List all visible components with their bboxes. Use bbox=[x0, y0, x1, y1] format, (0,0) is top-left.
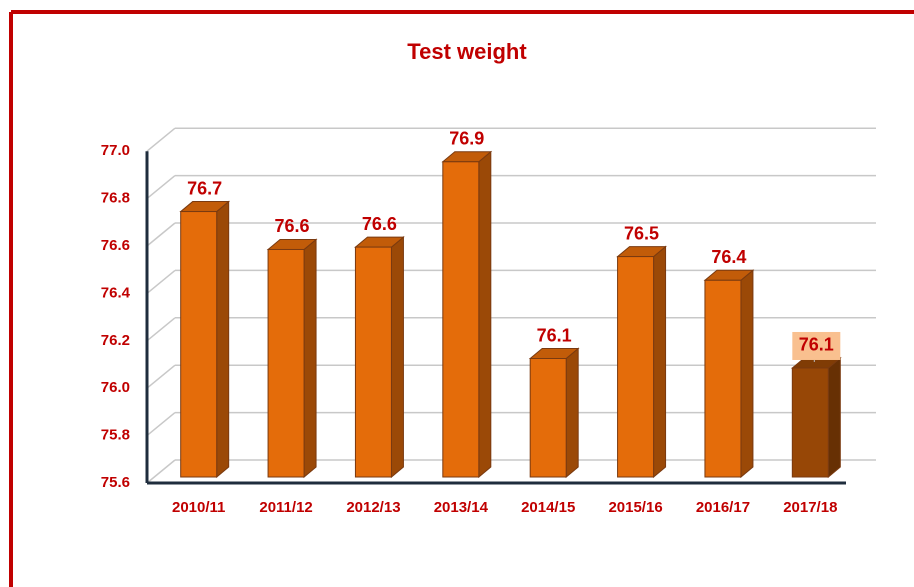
bar-side bbox=[216, 200, 230, 479]
x-tick-label: 2017/18 bbox=[783, 499, 837, 516]
bar-side bbox=[827, 356, 841, 479]
data-label: 76.4 bbox=[711, 247, 746, 267]
x-tick-label: 2016/17 bbox=[696, 499, 750, 516]
y-tick-label: 76.0 bbox=[101, 379, 130, 396]
y-tick-label: 75.8 bbox=[101, 427, 130, 444]
x-tick-label: 2012/13 bbox=[346, 499, 400, 516]
data-label: 76.5 bbox=[624, 223, 659, 243]
grid-line-side bbox=[146, 222, 176, 247]
bar-side bbox=[303, 238, 317, 479]
grid-line-side bbox=[146, 127, 176, 152]
bar bbox=[267, 248, 305, 478]
grid-line-side bbox=[146, 364, 176, 389]
y-tick-label: 76.6 bbox=[101, 237, 130, 254]
data-label: 76.6 bbox=[362, 214, 397, 234]
grid-line-side bbox=[146, 269, 176, 294]
bar bbox=[180, 211, 218, 478]
y-tick-label: 75.6 bbox=[101, 474, 130, 491]
bar bbox=[617, 256, 655, 478]
bar bbox=[529, 358, 567, 478]
bar-side bbox=[653, 245, 667, 479]
y-tick-label: 76.4 bbox=[101, 284, 131, 301]
bar-side bbox=[478, 150, 492, 479]
bar-side bbox=[740, 269, 754, 479]
grid-line-side bbox=[146, 412, 176, 437]
y-tick-label: 77.0 bbox=[101, 142, 130, 159]
x-tick-label: 2015/16 bbox=[608, 499, 662, 516]
x-tick-label: 2010/11 bbox=[172, 499, 225, 516]
bar-side bbox=[390, 236, 404, 479]
grid-line-side bbox=[146, 317, 176, 342]
grid-line-side bbox=[146, 459, 176, 484]
chart-title: Test weight bbox=[407, 39, 527, 64]
x-tick-label: 2013/14 bbox=[434, 499, 489, 516]
bar bbox=[791, 367, 829, 478]
data-label: 76.7 bbox=[187, 178, 222, 198]
grid-line-side bbox=[146, 175, 176, 200]
y-tick-label: 76.2 bbox=[101, 332, 130, 349]
x-tick-label: 2014/15 bbox=[521, 499, 575, 516]
bar bbox=[442, 161, 480, 478]
data-label: 76.9 bbox=[449, 129, 484, 149]
y-tick-label: 76.8 bbox=[101, 190, 130, 207]
bar bbox=[354, 246, 392, 478]
data-label-background bbox=[792, 331, 841, 360]
bar bbox=[704, 279, 742, 478]
data-label: 76.6 bbox=[275, 216, 310, 236]
bar-side bbox=[565, 347, 579, 479]
x-tick-label: 2011/12 bbox=[259, 499, 312, 516]
data-label: 76.1 bbox=[537, 325, 572, 345]
data-label: 76.1 bbox=[799, 335, 834, 355]
